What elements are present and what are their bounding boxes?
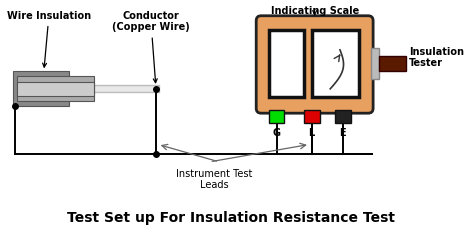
Bar (17, 76, 94, 102)
Bar (312, 30, 358, 97)
Text: Instrument Test
Leads: Instrument Test Leads (176, 169, 253, 190)
Bar (269, 30, 304, 97)
Text: Insulation
Tester: Insulation Tester (409, 47, 464, 68)
Bar (379, 56, 406, 71)
Text: G: G (273, 128, 281, 138)
Text: Wire Insulation: Wire Insulation (7, 11, 91, 67)
Text: Indicating Scale: Indicating Scale (271, 6, 359, 16)
Bar (17, 82, 94, 96)
Bar (335, 110, 351, 123)
Text: Test Set up For Insulation Resistance Test: Test Set up For Insulation Resistance Te… (67, 211, 395, 225)
Text: E: E (339, 128, 346, 138)
FancyBboxPatch shape (256, 16, 373, 113)
Text: L: L (309, 128, 315, 138)
Bar (371, 48, 379, 79)
Bar (269, 110, 284, 123)
Text: Conductor
(Copper Wire): Conductor (Copper Wire) (112, 11, 190, 83)
Bar (304, 110, 319, 123)
Bar (13, 71, 69, 106)
